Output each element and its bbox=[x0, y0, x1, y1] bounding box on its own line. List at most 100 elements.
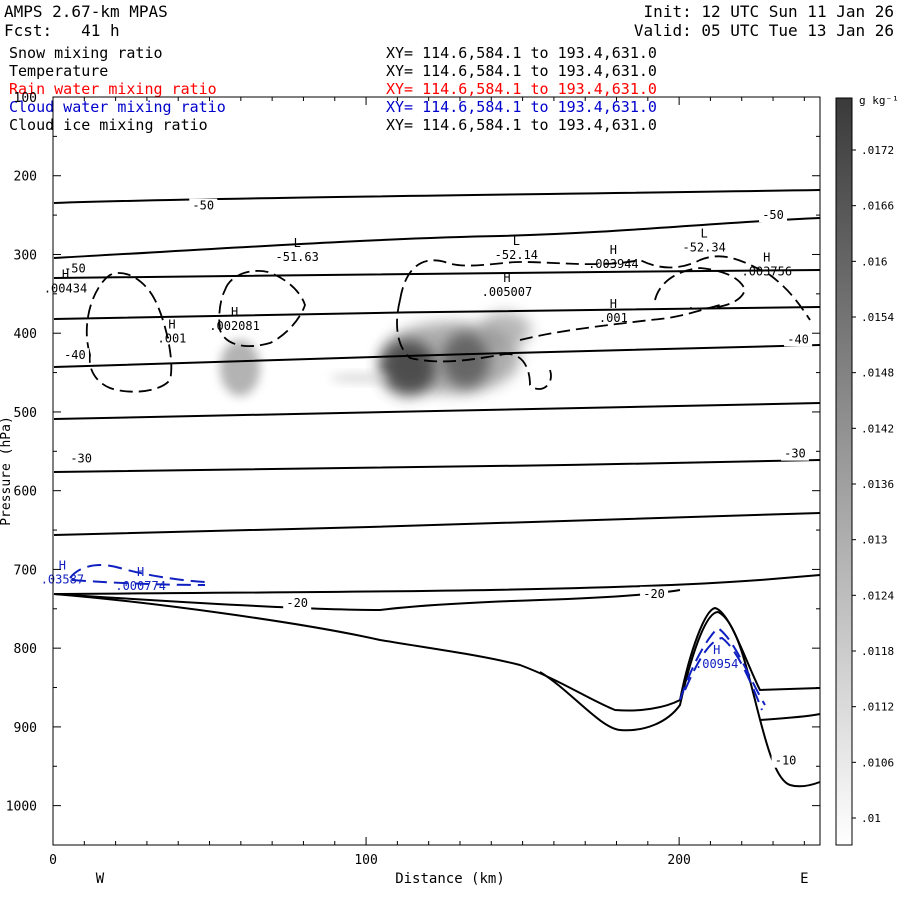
y-tick-label: 400 bbox=[14, 327, 37, 342]
snow-extremum-value: .003756 bbox=[741, 265, 792, 279]
label-background bbox=[771, 753, 800, 768]
temp-contour bbox=[53, 189, 821, 204]
snow-contour bbox=[399, 255, 811, 321]
snow-contour bbox=[218, 270, 306, 347]
temp-contour bbox=[53, 344, 821, 368]
snow-extremum-kind: H bbox=[763, 251, 770, 265]
x-end-label-east: E bbox=[800, 871, 808, 887]
field-xy: XY= 114.6,584.1 to 193.4,631.0 bbox=[386, 116, 657, 134]
snow-contours bbox=[85, 255, 811, 393]
x-tick-label: 100 bbox=[354, 853, 377, 868]
colorbar-unit: g kg⁻¹ bbox=[859, 94, 899, 107]
temp-contour bbox=[53, 217, 821, 259]
colorbar: .01 .0106 .0112 .0118 .0124 .013 .0136 .0142 .01… bbox=[835, 94, 899, 846]
cloud-water-contour bbox=[71, 579, 206, 586]
x-tick-label: 200 bbox=[667, 853, 690, 868]
snow-extremum-kind: H bbox=[231, 305, 238, 319]
snow-extremum-kind: H bbox=[610, 297, 617, 311]
ice-shading bbox=[220, 312, 531, 396]
colorbar-tick-label: .01 bbox=[861, 812, 881, 825]
x-axis-label: Distance (km) bbox=[395, 871, 505, 887]
colorbar-tick-label: .0166 bbox=[861, 200, 894, 213]
temp-contour-label: -40 bbox=[64, 348, 86, 362]
snow-contour bbox=[654, 267, 746, 310]
y-tick-label: 900 bbox=[14, 721, 37, 736]
snow-contour bbox=[85, 272, 173, 393]
forecast-hour: Fcst: 41 h bbox=[4, 21, 120, 40]
terrain-line bbox=[53, 589, 681, 612]
cloud-water-contour bbox=[69, 564, 206, 583]
colorbar-tick-label: .0136 bbox=[861, 478, 894, 491]
field-xy: XY= 114.6,584.1 to 193.4,631.0 bbox=[386, 80, 657, 98]
y-tick-label: 200 bbox=[14, 170, 37, 185]
colorbar-tick-label: .0106 bbox=[861, 756, 894, 769]
field-name: Snow mixing ratio bbox=[9, 44, 163, 62]
temp-extremum-kind: L bbox=[701, 226, 708, 240]
cloud-water-extremum-kind: H bbox=[59, 559, 66, 573]
temp-contour-label: -30 bbox=[784, 447, 806, 461]
label-background bbox=[784, 332, 813, 347]
field-xy: XY= 114.6,584.1 to 193.4,631.0 bbox=[386, 98, 657, 116]
field-name: Cloud water mixing ratio bbox=[9, 98, 226, 116]
terrain-line bbox=[539, 610, 821, 788]
field-xy: XY= 114.6,584.1 to 193.4,631.0 bbox=[386, 44, 657, 62]
label-background bbox=[759, 208, 788, 223]
y-tick-label: 600 bbox=[14, 485, 37, 500]
snow-extremum-value: .005007 bbox=[482, 285, 533, 299]
terrain-line bbox=[759, 713, 821, 721]
snow-extremum-value: .002081 bbox=[209, 319, 260, 333]
temp-contour-label: -50 bbox=[762, 208, 784, 222]
colorbar-tick-label: .0148 bbox=[861, 367, 894, 380]
colorbar-tick-label: .0172 bbox=[861, 144, 894, 157]
label-background bbox=[60, 348, 89, 363]
terrain-line bbox=[53, 593, 821, 712]
y-tick-label: 500 bbox=[14, 406, 37, 421]
temp-extremum-value: -51.63 bbox=[276, 250, 319, 264]
colorbar-tick-label: .0124 bbox=[861, 589, 894, 602]
colorbar-tick-label: .0142 bbox=[861, 422, 894, 435]
cloud-water-extremum-kind: H bbox=[137, 565, 144, 579]
snow-extremum-kind: H bbox=[168, 318, 175, 332]
temp-extremum-value: -52.34 bbox=[682, 240, 725, 254]
field-xy: XY= 114.6,584.1 to 193.4,631.0 bbox=[386, 62, 657, 80]
cloud-water-extremum-value: .000774 bbox=[115, 579, 166, 593]
y-tick-label: 800 bbox=[14, 642, 37, 657]
colorbar-tick-label: .013 bbox=[861, 534, 888, 547]
temp-contour-label: -20 bbox=[286, 596, 308, 610]
y-tick-label: 700 bbox=[14, 563, 37, 578]
snow-extremum-kind: H bbox=[503, 271, 510, 285]
contour-labels: -50-50-50-40-40-30 -30-20-20-10L-51.63L-5… bbox=[41, 198, 813, 768]
colorbar-tick-label: .0154 bbox=[861, 311, 894, 324]
cloud-water-contour bbox=[679, 626, 766, 706]
snow-extremum-kind: H bbox=[62, 267, 69, 281]
label-background bbox=[640, 586, 669, 601]
snow-extremum-value: .003944 bbox=[588, 257, 639, 271]
snow-extremum-kind: H bbox=[610, 243, 617, 257]
colorbar-tick-label: .0118 bbox=[861, 645, 894, 658]
label-background bbox=[780, 446, 809, 461]
y-tick-label: 1000 bbox=[6, 800, 37, 815]
temp-extremum-kind: L bbox=[513, 234, 520, 248]
label-background bbox=[189, 198, 218, 213]
colorbar-tick-label: .016 bbox=[861, 255, 888, 268]
colorbar-tick-label: .0112 bbox=[861, 701, 894, 714]
temp-contour-label: -30 bbox=[70, 451, 92, 465]
temp-contour-label: -50 bbox=[64, 262, 86, 276]
cloud-water-contours bbox=[69, 564, 766, 711]
snow-contour bbox=[519, 304, 721, 341]
temp-contour-label: -40 bbox=[787, 332, 809, 346]
label-background bbox=[283, 596, 312, 611]
cloud-water-contour bbox=[684, 636, 763, 711]
valid-time: Valid: 05 UTC Tue 13 Jan 26 bbox=[633, 21, 894, 40]
model-title: AMPS 2.67-km MPAS bbox=[4, 2, 168, 21]
temp-contour-label: -10 bbox=[775, 754, 797, 768]
x-end-label-west: W bbox=[96, 871, 105, 887]
cloud-water-extremum-kind: H bbox=[713, 643, 720, 657]
temp-contour bbox=[53, 459, 821, 473]
y-axis-label: Pressure (hPa) bbox=[0, 416, 14, 526]
temp-extremum-value: -52.14 bbox=[495, 248, 538, 262]
temp-contour-label: -50 bbox=[192, 199, 214, 213]
colorbar-fill bbox=[835, 97, 853, 846]
x-tick-label: 0 bbox=[49, 853, 57, 868]
